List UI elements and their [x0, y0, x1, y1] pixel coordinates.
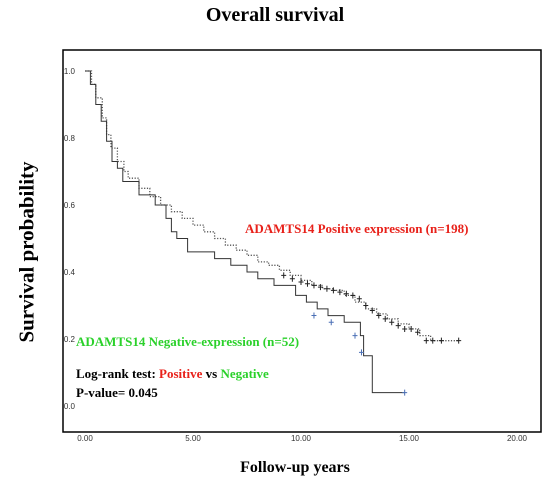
censor-mark	[304, 280, 310, 287]
y-tick-label: 0.6	[64, 201, 76, 210]
censor-mark	[395, 322, 401, 329]
censor-mark	[289, 275, 295, 282]
censor-mark	[352, 332, 358, 339]
censor-mark	[438, 337, 444, 344]
censor-mark	[328, 319, 334, 326]
censor-mark	[369, 307, 375, 314]
y-tick-label: 0.4	[64, 268, 76, 277]
censor-mark	[363, 302, 369, 309]
axis-ticks: 0.00 5.00 10.00 15.00 20.00 0.0 0.2 0.4 0.6 0.8 1.…	[64, 67, 528, 443]
x-tick-label: 10.00	[291, 434, 312, 443]
series-line-positive	[85, 70, 459, 342]
x-axis-label: Follow-up years	[240, 459, 350, 476]
test-positive: Positive	[159, 366, 203, 381]
censor-mark	[298, 279, 304, 286]
y-tick-label: 0.0	[64, 402, 76, 411]
test-vs: vs	[202, 366, 221, 381]
censor-mark	[408, 325, 414, 332]
censor-mark	[281, 272, 287, 279]
p-value-label: P-value= 0.045	[76, 385, 158, 400]
censor-mark	[311, 312, 317, 319]
censor-mark	[358, 349, 364, 356]
censor-mark	[423, 337, 429, 344]
censor-mark	[337, 289, 343, 296]
series-line-negative	[85, 70, 405, 394]
censor-mark	[415, 329, 421, 336]
censor-mark	[343, 290, 349, 297]
censor-mark	[317, 284, 323, 291]
censor-mark	[402, 389, 408, 396]
x-tick-label: 20.00	[507, 434, 528, 443]
censor-mark	[382, 315, 388, 322]
x-tick-label: 5.00	[185, 434, 201, 443]
y-tick-label: 1.0	[64, 67, 76, 76]
censor-mark	[402, 325, 408, 332]
log-rank-test-label: Log-rank test: Positive vs Negative	[76, 366, 269, 382]
censor-mark	[376, 312, 382, 319]
chart-title: Overall survival	[205, 4, 345, 26]
censor-mark	[456, 337, 462, 344]
censor-mark	[350, 292, 356, 299]
censor-mark	[324, 285, 330, 292]
censor-mark	[311, 282, 317, 289]
test-prefix: Log-rank test:	[76, 366, 160, 381]
negative-series-label: ADAMTS14 Negative-expression (n=52)	[76, 334, 300, 349]
test-negative: Negative	[220, 366, 269, 381]
plot-frame	[62, 49, 542, 433]
censor-mark	[389, 319, 395, 326]
series-lines	[85, 70, 459, 394]
censor-mark	[430, 337, 436, 344]
censor-mark	[356, 295, 362, 302]
positive-series-label: ADAMTS14 Positive expression (n=198)	[245, 221, 469, 236]
censor-mark	[330, 287, 336, 294]
x-tick-label: 15.00	[399, 434, 420, 443]
censor-marks	[281, 272, 462, 396]
x-tick-label: 0.00	[77, 434, 93, 443]
y-tick-label: 0.2	[64, 335, 76, 344]
y-tick-label: 0.8	[64, 134, 76, 143]
